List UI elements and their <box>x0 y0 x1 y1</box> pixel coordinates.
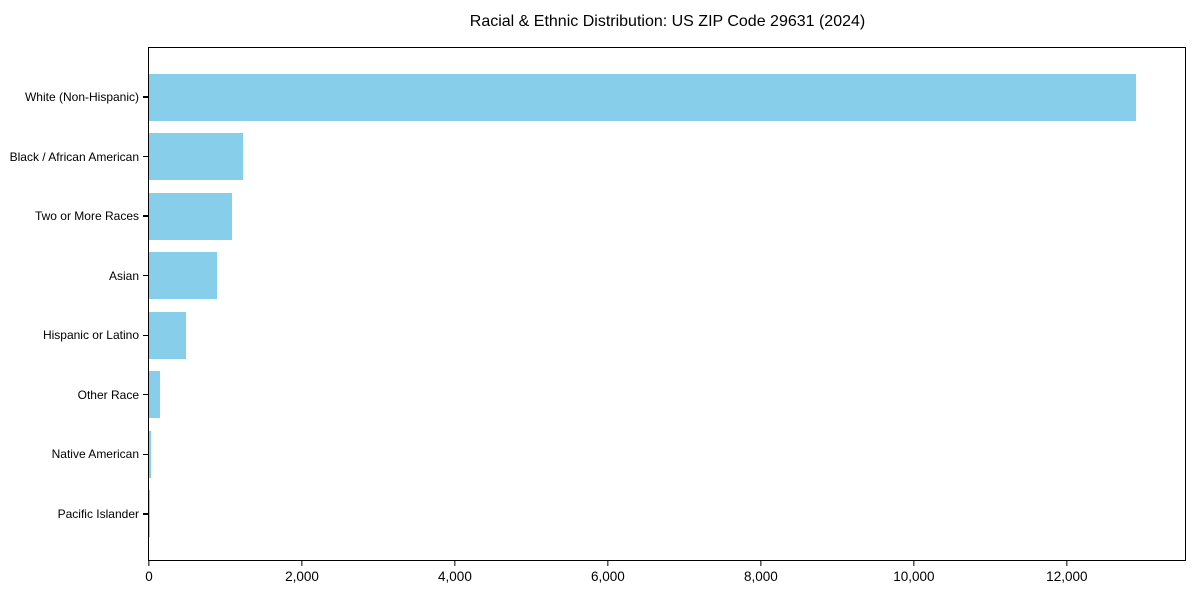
x-axis-tick-label-2000: 2,000 <box>285 569 319 584</box>
x-axis-tick-label-6000: 6,000 <box>591 569 625 584</box>
x-axis-tick-12000 <box>1066 560 1068 566</box>
y-axis-tick-two-or-more-races <box>143 215 149 217</box>
x-axis-tick-10000 <box>913 560 915 566</box>
chart-title: Racial & Ethnic Distribution: US ZIP Cod… <box>469 13 866 30</box>
y-axis-tick-other-race <box>143 394 149 396</box>
y-axis-label-two-or-more-races: Two or More Races <box>34 209 139 224</box>
y-axis-label-pacific-islander: Pacific Islander <box>57 506 139 521</box>
y-axis-label-hispanic-or-latino: Hispanic or Latino <box>42 328 139 343</box>
y-axis-label-white-non-hispanic: White (Non-Hispanic) <box>24 90 139 104</box>
y-axis-label-asian: Asian <box>108 268 139 283</box>
bar-black-african-american <box>149 133 244 181</box>
x-axis-tick-8000 <box>760 560 762 566</box>
y-axis-tick-native-american <box>143 453 149 456</box>
bar-other-race <box>149 371 161 419</box>
x-axis-tick-label-10000: 10,000 <box>893 569 935 584</box>
bar-pacific-islander <box>149 490 150 538</box>
x-axis-tick-6000 <box>607 560 609 566</box>
plot-area: White (Non-Hispanic) Black / African Amer… <box>10 47 1186 584</box>
x-axis-tick-4000 <box>454 560 456 566</box>
x-axis-tick-label-0: 0 <box>145 569 153 584</box>
y-axis-tick-pacific-islander <box>143 513 149 515</box>
x-axis-tick-label-12000: 12,000 <box>1046 569 1088 584</box>
y-axis-tick-hispanic-or-latino <box>143 334 149 336</box>
bar-two-or-more-races <box>149 192 233 240</box>
bar-native-american <box>149 430 151 478</box>
y-axis-label-native-american: Native American <box>51 447 139 462</box>
y-axis-label-black-african-american: Black / African American <box>9 149 139 164</box>
y-axis-tick-white-non-hispanic <box>143 96 149 98</box>
y-axis-label-other-race: Other Race <box>77 387 139 402</box>
x-axis-tick-0 <box>148 560 150 566</box>
bar-white-non-hispanic <box>149 73 1136 121</box>
x-axis-tick-2000 <box>301 560 303 566</box>
y-axis-tick-black-african-american <box>143 155 149 158</box>
y-axis-tick-asian <box>143 275 149 277</box>
x-axis-tick-label-8000: 8,000 <box>743 569 778 584</box>
bar-asian <box>149 252 217 300</box>
x-axis-tick-label-4000: 4,000 <box>438 569 472 584</box>
bar-hispanic-or-latino <box>149 311 186 359</box>
